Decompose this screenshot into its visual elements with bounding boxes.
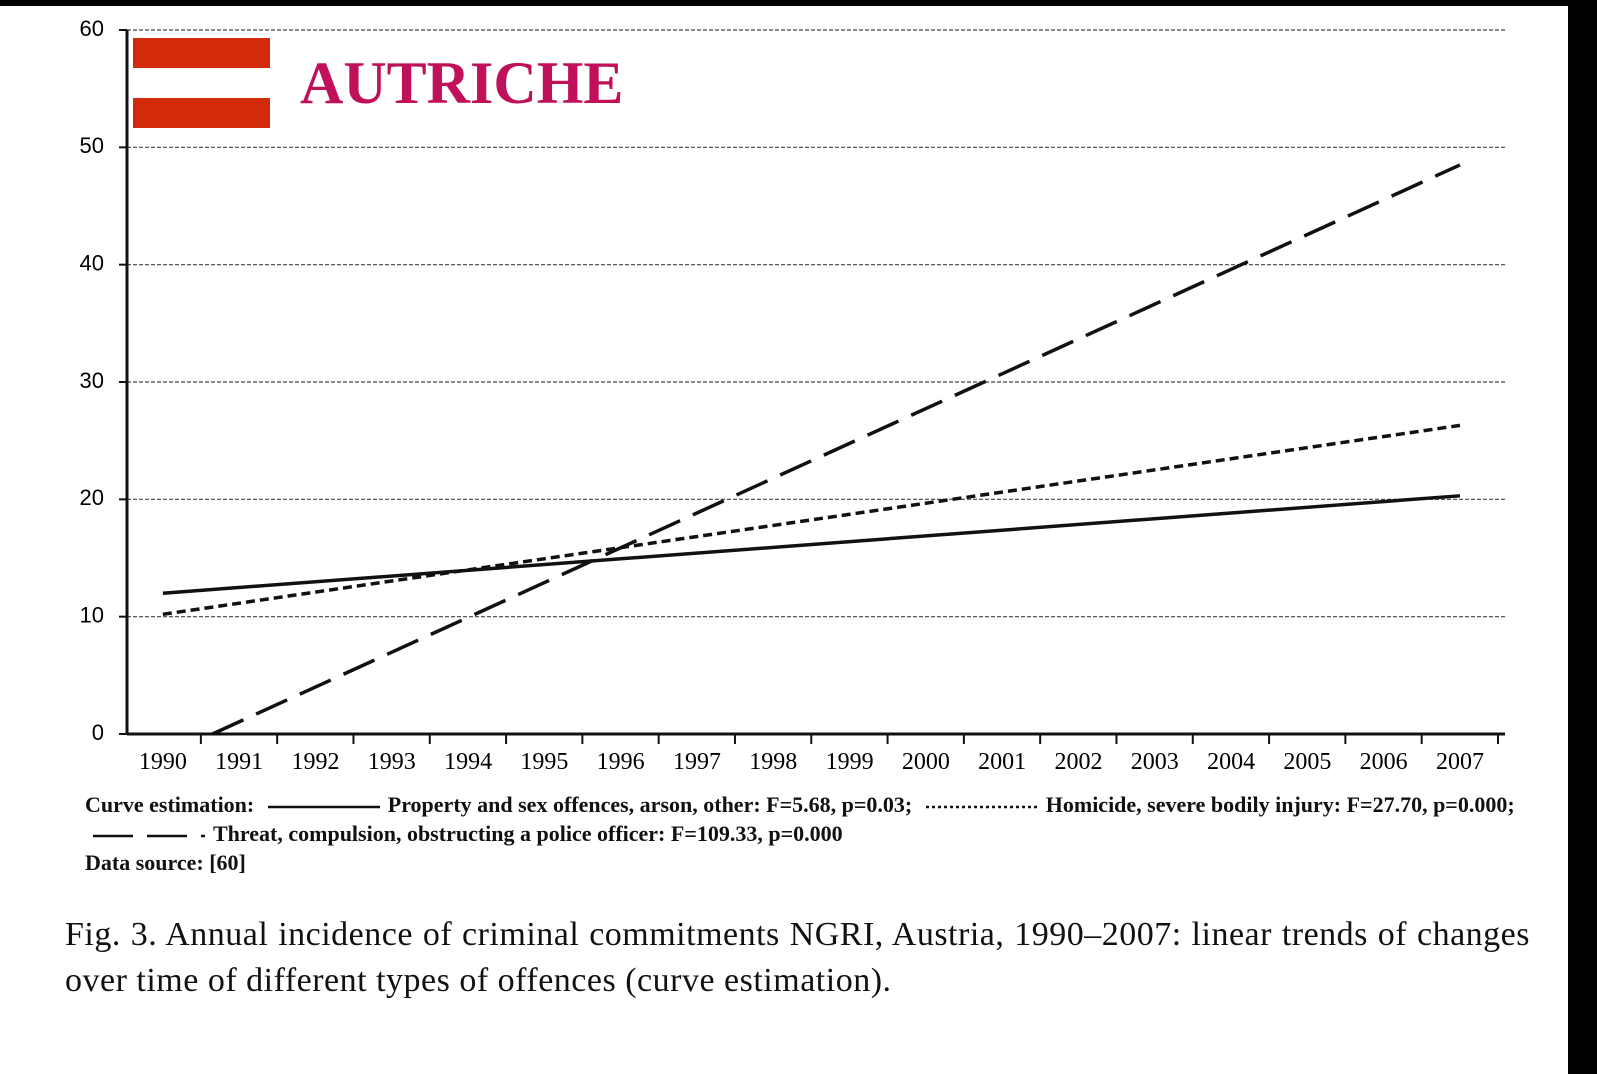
legend-swatch <box>93 834 205 838</box>
x-tick-label: 1998 <box>749 749 797 775</box>
chart: AUTRICHE 0 10 20 30 40 50 60 1990 1991 1992 1993 19… <box>80 16 1505 775</box>
chart-title: AUTRICHE <box>300 50 623 116</box>
x-tick-label: 2000 <box>902 749 950 775</box>
series-line <box>211 163 1461 736</box>
x-tick-label: 1992 <box>291 749 339 775</box>
legend-label: Homicide, severe bodily injury: F=27.70,… <box>1045 792 1515 817</box>
legend-label: Threat, compulsion, obstructing a police… <box>213 821 843 846</box>
legend-swatch <box>267 805 380 809</box>
x-tick-label: 1994 <box>444 749 492 775</box>
x-tick-label: 1993 <box>368 749 416 775</box>
series-line <box>162 494 1461 595</box>
x-tick-label: 1996 <box>597 749 645 775</box>
data-source: Data source: [60] <box>85 850 246 875</box>
legend: Curve estimation: Property and sex offen… <box>85 790 1535 877</box>
y-tick-label: 10 <box>80 602 104 627</box>
x-tick-label: 2003 <box>1131 749 1179 775</box>
legend-intro: Curve estimation: <box>85 792 255 817</box>
legend-swatch <box>925 805 1038 809</box>
series-line <box>162 423 1461 617</box>
y-tick-label: 50 <box>80 133 104 158</box>
x-tick-label: 1997 <box>673 749 721 775</box>
y-tick-label: 20 <box>80 485 104 510</box>
x-tick-label: 1999 <box>826 749 874 775</box>
x-tick-label: 1995 <box>520 749 568 775</box>
x-tick-label: 2004 <box>1207 749 1255 775</box>
x-tick-label: 2001 <box>978 749 1026 775</box>
flag-stripe <box>133 98 270 128</box>
x-tick-label: 1990 <box>139 749 187 775</box>
flag-stripe <box>133 68 270 98</box>
flag-stripe <box>133 38 270 68</box>
y-tick-label: 60 <box>80 16 104 41</box>
caption: Fig. 3. Annual incidence of criminal com… <box>65 916 1530 999</box>
x-tick-label: 2006 <box>1360 749 1408 775</box>
y-tick-label: 0 <box>92 720 104 745</box>
x-tick-label: 2002 <box>1054 749 1102 775</box>
x-tick-label: 2005 <box>1283 749 1331 775</box>
page: AUTRICHE 0 10 20 30 40 50 60 1990 1991 1992 1993 19… <box>0 6 1568 1074</box>
x-tick-label: 1991 <box>215 749 263 775</box>
y-tick-label: 30 <box>80 368 104 393</box>
x-tick-label: 2007 <box>1436 749 1484 775</box>
y-tick-label: 40 <box>80 250 104 275</box>
legend-label: Property and sex offences, arson, other:… <box>387 792 913 817</box>
